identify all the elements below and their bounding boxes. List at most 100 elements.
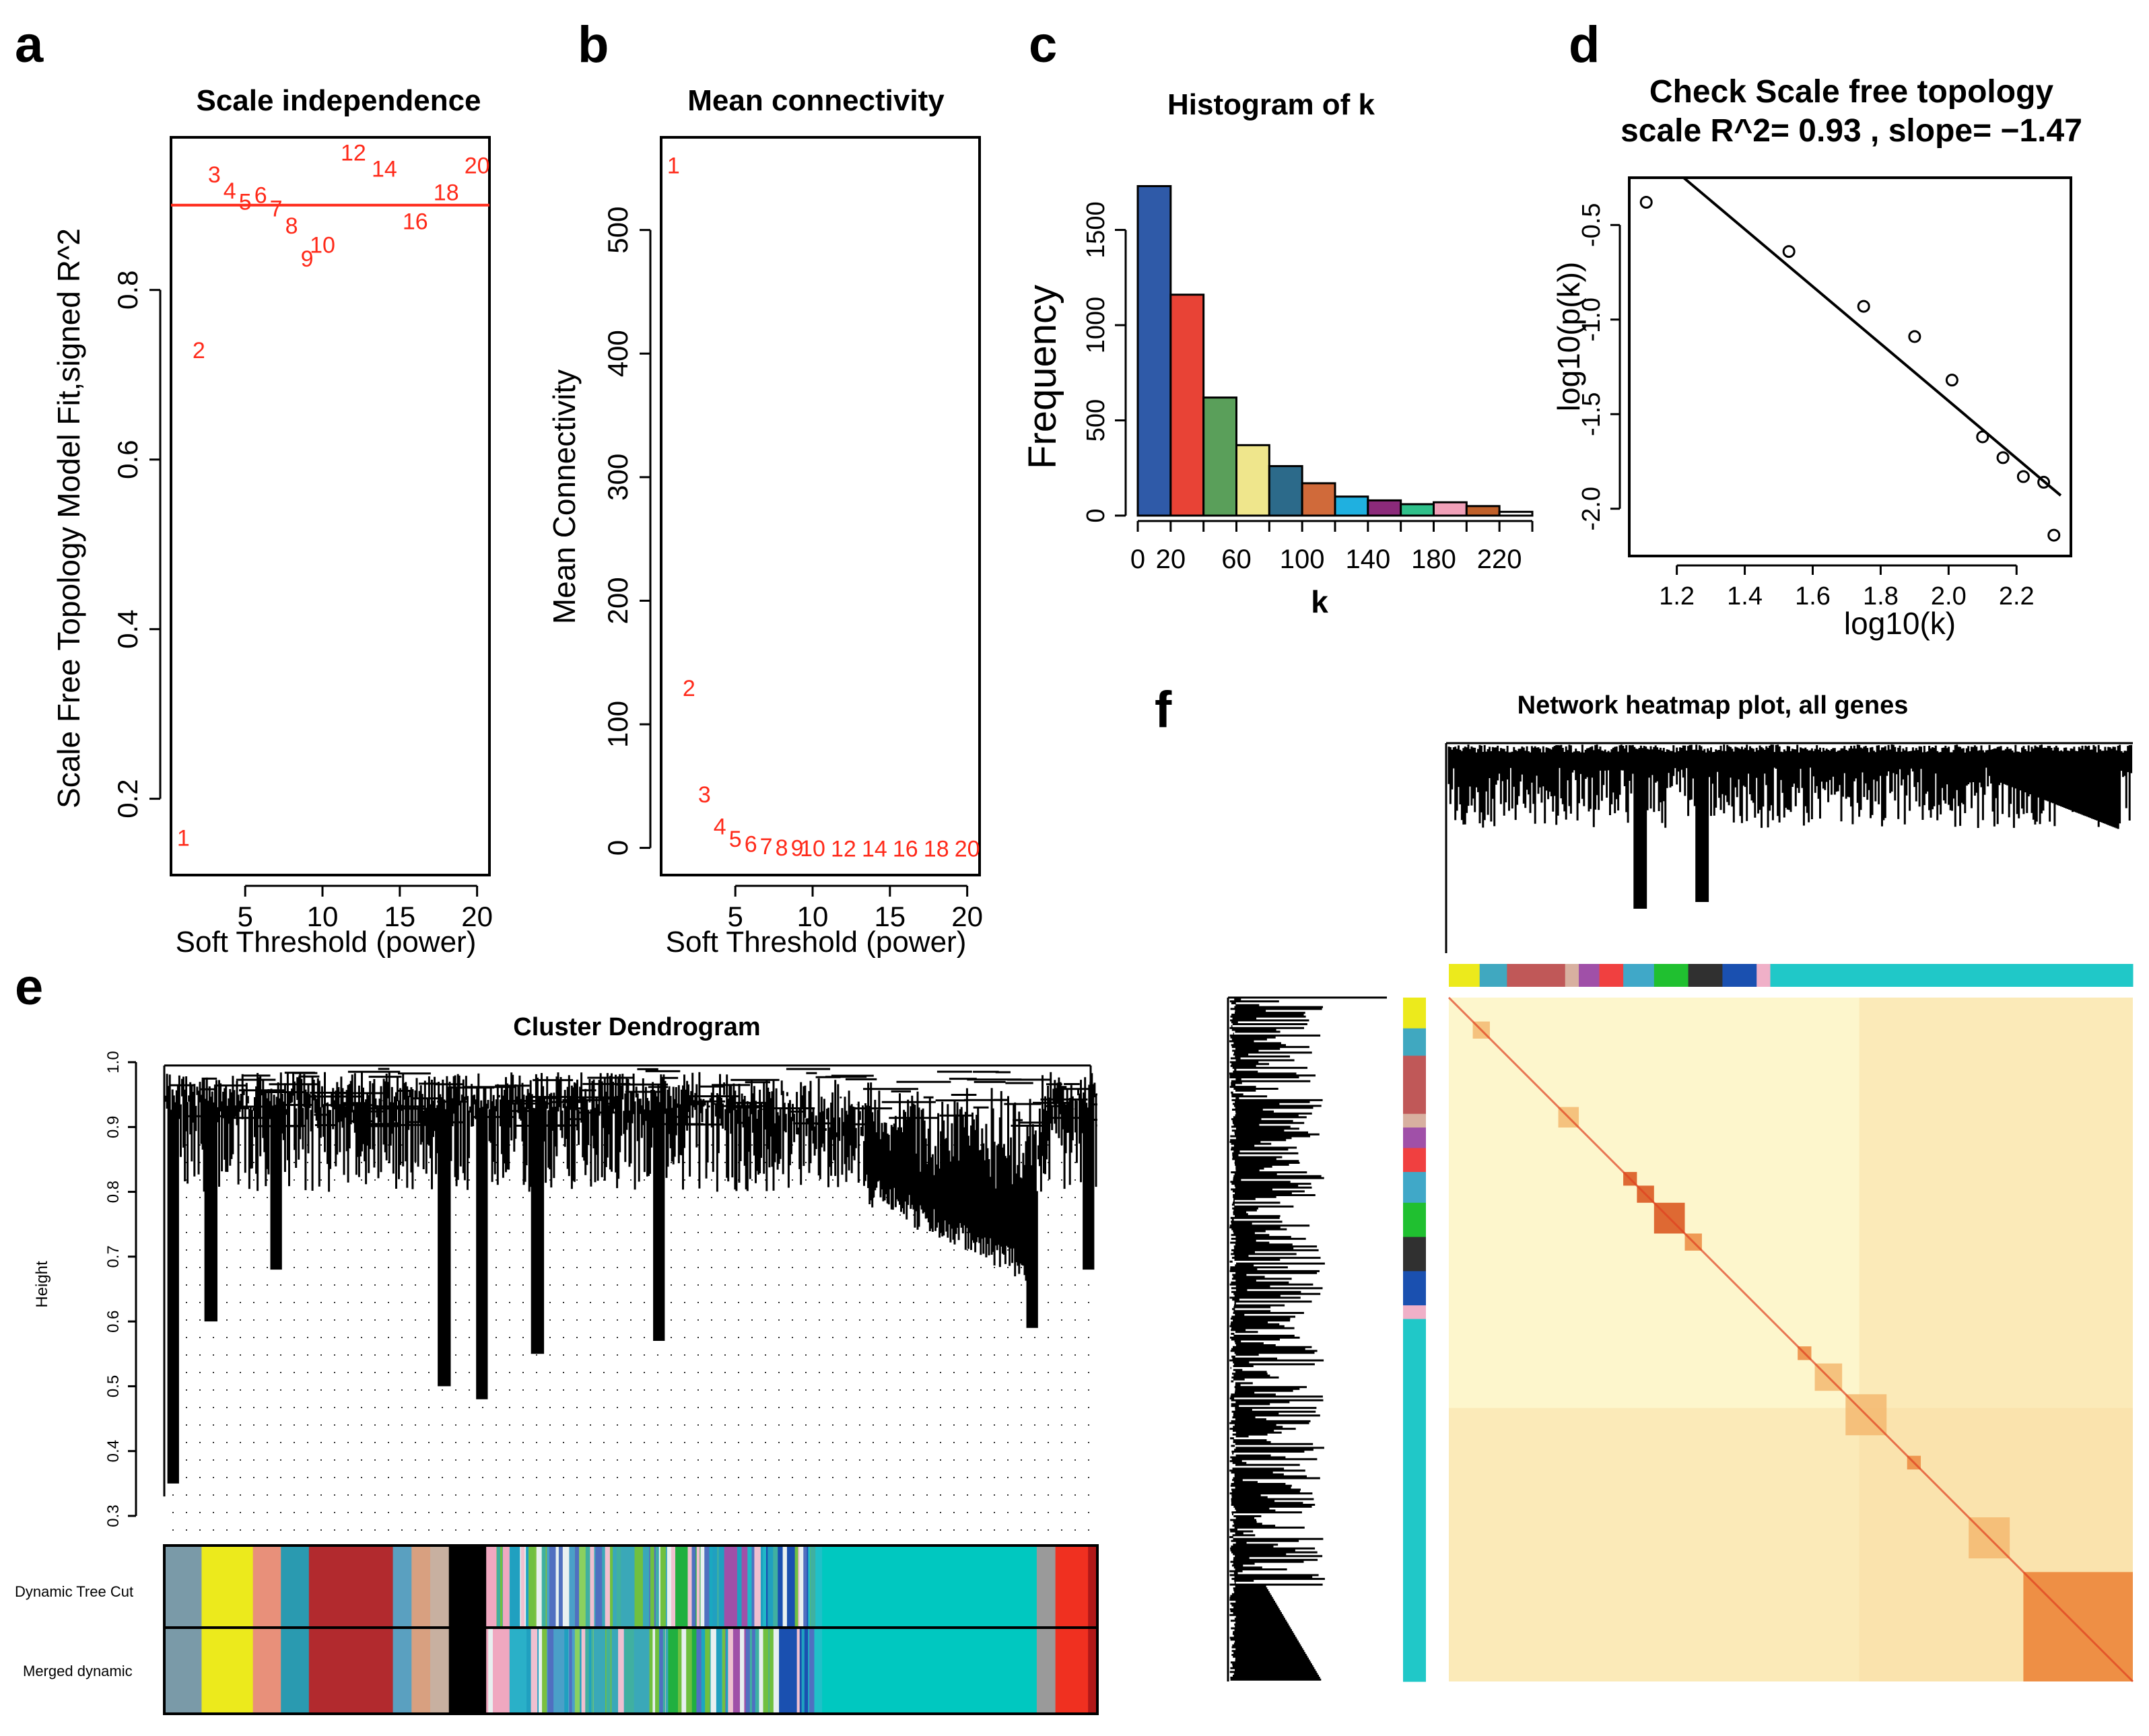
data-point-label: 14 <box>862 837 887 862</box>
module-color-segment <box>411 1546 431 1629</box>
module-color-segment <box>1403 1148 1426 1173</box>
module-color-stripe <box>696 1546 700 1629</box>
x-tick-label: 1.4 <box>1727 582 1763 611</box>
module-color-stripe <box>751 1546 755 1629</box>
module-color-stripe <box>564 1628 569 1714</box>
module-color-stripe <box>669 1546 676 1629</box>
panel-d-subtitle: scale R^2= 0.93 , slope= −1.47 <box>1621 113 2082 149</box>
x-tick-label: 2.2 <box>1999 582 2035 611</box>
module-color-stripe <box>704 1546 710 1629</box>
data-point <box>2047 528 2061 542</box>
data-point <box>1639 196 1653 209</box>
x-tick-label: 1.8 <box>1863 582 1899 611</box>
module-color-segment <box>1403 1113 1426 1128</box>
module-color-segment <box>1036 1628 1056 1714</box>
y-tick-label: 0.6 <box>112 440 143 479</box>
module-color-segment <box>509 1628 529 1714</box>
y-tick-label: 0.9 <box>104 1116 123 1138</box>
panel-b-y-ticks: 0 100 200 300 400 500 <box>602 207 652 856</box>
data-point-label: 7 <box>270 197 283 222</box>
panel-d-scale-free-check: Check Scale free topology scale R^2= 0.9… <box>1551 74 2082 641</box>
data-point <box>1976 430 1989 444</box>
module-color-stripe <box>582 1628 589 1714</box>
data-point-label: 2 <box>683 676 695 701</box>
panel-e-cluster-dendrogram: Cluster Dendrogram Height 0.30.40.50.60.… <box>15 1013 1099 1715</box>
histogram-bar <box>1268 464 1303 517</box>
module-color-stripe <box>728 1628 733 1714</box>
panel-f-network-heatmap: Network heatmap plot, all genes <box>1227 691 2134 1683</box>
module-color-segment <box>448 1546 487 1629</box>
module-color-stripe <box>559 1546 562 1629</box>
module-color-stripe <box>650 1546 654 1629</box>
panel-d-xlabel: log10(k) <box>1844 606 1956 641</box>
panel-c-y-ticks: 0 500 1000 1500 <box>1082 201 1127 523</box>
module-color-stripe <box>606 1628 611 1714</box>
data-point-label: 8 <box>776 835 788 861</box>
y-tick-label: 400 <box>602 330 634 377</box>
module-color-stripe <box>710 1628 718 1714</box>
module-color-stripe <box>649 1628 653 1714</box>
y-tick-label: 0 <box>1082 508 1110 522</box>
module-color-stripe <box>771 1546 778 1629</box>
module-color-stripe <box>528 1546 535 1629</box>
module-color-stripe <box>629 1628 634 1714</box>
panel-b-ylabel: Mean Connectivity <box>547 370 582 624</box>
y-tick-label: 0.3 <box>104 1504 123 1527</box>
module-color-segment <box>164 1546 202 1629</box>
module-color-segment <box>1403 1055 1426 1115</box>
module-color-stripe <box>659 1628 663 1714</box>
data-point-label: 3 <box>698 782 711 808</box>
panel-label-f: f <box>1155 681 1172 738</box>
module-color-segment <box>1403 1202 1426 1238</box>
data-point-label: 12 <box>341 140 366 166</box>
module-color-stripe <box>650 1628 657 1714</box>
histogram-bar <box>1169 293 1205 517</box>
y-tick-label: 0.5 <box>104 1375 123 1397</box>
module-color-stripe <box>712 1546 718 1629</box>
x-tick-label: 5 <box>238 901 253 932</box>
data-point-label: 6 <box>254 182 267 208</box>
module-color-segment <box>201 1628 254 1714</box>
data-point-label: 4 <box>714 814 726 840</box>
data-point-label: 16 <box>403 209 428 234</box>
y-tick-label: -1.0 <box>1577 298 1606 341</box>
module-color-segment <box>1770 964 2134 987</box>
module-color-stripe <box>782 1546 787 1629</box>
histogram-bar <box>1334 495 1369 517</box>
module-color-stripe <box>687 1546 692 1629</box>
x-tick-label: 2.0 <box>1931 582 1967 611</box>
y-tick-label: 0.8 <box>112 271 143 310</box>
module-color-segment <box>448 1628 487 1714</box>
y-tick-label: 300 <box>602 454 634 501</box>
module-color-segment <box>1565 964 1579 987</box>
data-point-label: 9 <box>791 836 804 862</box>
heatmap-shading <box>1859 998 2133 1681</box>
histogram-bar <box>1498 510 1534 517</box>
data-point-label: 6 <box>745 831 757 857</box>
module-color-stripe <box>581 1628 586 1714</box>
y-tick-label: 0.6 <box>104 1310 123 1332</box>
module-color-stripe <box>488 1628 493 1714</box>
y-tick-label: 1.0 <box>104 1051 123 1073</box>
panel-c-ylabel: Frequency <box>1021 285 1064 469</box>
module-color-stripe <box>539 1628 543 1714</box>
module-color-stripe <box>637 1546 643 1629</box>
module-color-stripe <box>526 1628 531 1714</box>
panel-b-plot-frame <box>660 136 981 876</box>
heatmap-diagonal <box>1447 996 2134 1683</box>
module-color-stripe <box>681 1628 687 1714</box>
y-tick-label: 1500 <box>1082 201 1110 258</box>
module-color-segment <box>1722 964 1757 987</box>
data-point-label: 9 <box>301 246 314 272</box>
module-color-stripe <box>549 1546 556 1629</box>
module-color-stripe <box>520 1546 525 1629</box>
panel-d-marks <box>1639 176 2062 542</box>
panel-d-title: Check Scale free topology <box>1649 74 2053 110</box>
module-color-segment <box>1599 964 1624 987</box>
y-tick-label: 0.4 <box>104 1440 123 1462</box>
y-tick-label: 0.4 <box>112 609 143 648</box>
histogram-bar <box>1301 482 1336 517</box>
module-color-segment <box>1403 1028 1426 1056</box>
module-color-segment <box>308 1628 394 1714</box>
module-color-segment <box>393 1628 412 1714</box>
